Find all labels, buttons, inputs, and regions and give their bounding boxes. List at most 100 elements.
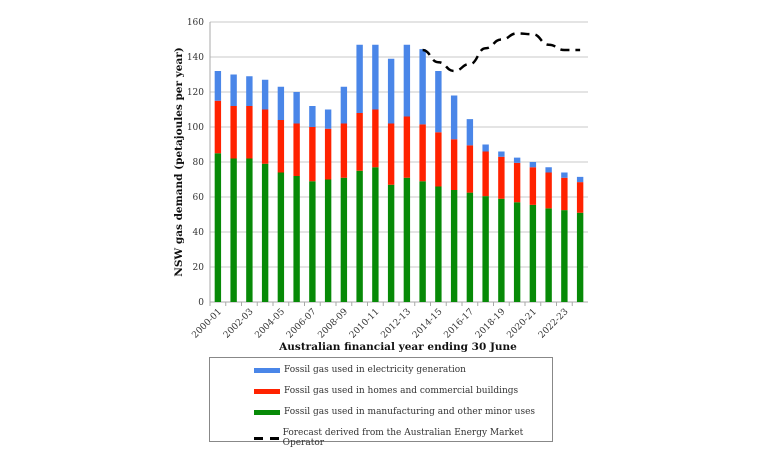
y-axis-title: NSW gas demand (petajoules per year) [173,47,185,277]
bar-segment-manufacturing [324,179,332,302]
bar-segment-homes [498,156,505,199]
y-tick-label: 160 [187,18,204,28]
bars [214,44,584,302]
bar-segment-homes [450,139,458,190]
bar-segment-manufacturing [246,158,253,302]
bar-segment-electricity [466,119,474,146]
y-tick-label: 80 [193,158,205,168]
bar-segment-manufacturing [419,181,426,302]
x-tick-label: 2022-23 [537,307,571,341]
bar-segment-manufacturing [261,163,269,302]
bar-segment-electricity [324,109,332,129]
bar-segment-electricity [498,151,505,157]
bar-segment-manufacturing [466,192,474,302]
bar-segment-electricity [403,44,411,117]
bar-segment-manufacturing [513,202,521,302]
legend-label: Forecast derived from the Australian Ene… [282,428,524,448]
bar-segment-electricity [387,58,395,124]
x-tick-label: 2020-21 [505,307,539,341]
bar-segment-manufacturing [372,167,379,302]
x-axis-ticks: 2000-012002-032004-052006-072008-092010-… [190,302,573,341]
bar-segment-electricity [309,106,316,127]
bar-segment-manufacturing [293,176,300,302]
bar-segment-homes [513,162,521,203]
legend-label: Fossil gas used in electricity generatio… [284,365,466,375]
legend-swatch-blue [254,367,280,373]
bar-segment-manufacturing [214,153,222,302]
bar-segment-manufacturing [576,212,584,302]
y-tick-label: 100 [187,123,204,133]
legend-label: Fossil gas used in manufacturing and oth… [284,407,536,417]
x-tick-label: 2006-07 [285,307,319,341]
bar-segment-electricity [214,71,222,101]
x-tick-label: 2012-13 [379,307,413,341]
x-tick-label: 2010-11 [348,307,382,341]
bar-segment-manufacturing [230,158,237,302]
y-axis-ticks: 0 20 40 60 80 100 120 140 160 [187,18,204,308]
bar-segment-electricity [356,44,363,113]
chart: 0 20 40 60 80 100 120 140 160 2000-012002-032004… [173,18,588,353]
bar-segment-homes [576,182,584,213]
bar-segment-electricity [246,76,253,106]
x-tick-label: 2016-17 [442,307,476,341]
legend-item-electricity: Fossil gas used in electricity generatio… [254,365,466,375]
bar-segment-homes [293,123,300,176]
bar-segment-homes [214,100,222,154]
bar-segment-manufacturing [498,198,505,302]
legend: Fossil gas used in electricity generatio… [209,357,553,448]
bar-segment-homes [466,145,474,193]
bar-segment-electricity [277,86,285,120]
x-tick-label: 2008-09 [316,307,350,341]
bar-segment-homes [309,127,316,182]
bar-segment-electricity [230,74,237,106]
bar-segment-homes [529,167,537,205]
x-tick-label: 2018-19 [474,307,508,341]
bar-segment-electricity [576,176,584,183]
bar-segment-electricity [419,49,426,125]
y-tick-label: 40 [193,228,205,238]
x-tick-label: 2014-15 [411,307,445,341]
forecast-line [422,32,581,73]
bar-segment-homes [372,109,379,168]
y-tick-label: 140 [187,53,204,63]
bar-segment-electricity [513,157,521,163]
y-tick-label: 60 [193,193,205,203]
x-tick-label: 2004-05 [253,307,287,341]
bar-segment-homes [482,151,489,197]
y-tick-label: 20 [193,263,205,273]
bar-segment-electricity [340,86,348,124]
bar-segment-homes [419,124,426,182]
x-axis-title: Australian financial year ending 30 June [278,341,517,353]
y-tick-label: 120 [187,88,204,98]
y-tick-label: 0 [198,298,204,308]
bar-segment-manufacturing [482,196,489,302]
bar-segment-manufacturing [277,172,285,302]
bar-segment-electricity [545,167,552,173]
bar-segment-electricity [435,71,442,133]
bar-segment-homes [340,123,348,178]
bar-segment-homes [230,106,237,159]
bar-segment-homes [545,172,552,209]
bar-segment-manufacturing [309,181,316,302]
bar-segment-electricity [450,95,458,140]
bar-segment-electricity [372,44,379,110]
legend-item-forecast: Forecast derived from the Australian Ene… [254,428,552,448]
bar-segment-homes [324,128,332,180]
bar-segment-manufacturing [450,190,458,302]
bar-segment-manufacturing [387,184,395,302]
bar-segment-homes [403,116,411,178]
bar-segment-homes [277,120,285,173]
bar-segment-electricity [482,144,489,152]
legend-item-homes: Fossil gas used in homes and commercial … [254,386,518,396]
bar-segment-homes [261,109,269,164]
bar-segment-manufacturing [340,177,348,302]
bar-segment-homes [246,106,253,159]
bar-segment-homes [435,132,442,187]
bar-segment-manufacturing [356,170,363,302]
x-tick-label: 2000-01 [190,307,224,341]
legend-label: Fossil gas used in homes and commercial … [284,386,519,396]
bar-segment-homes [561,177,568,211]
bar-segment-manufacturing [529,204,537,302]
bar-segment-manufacturing [435,186,442,302]
bar-segment-electricity [561,172,568,178]
